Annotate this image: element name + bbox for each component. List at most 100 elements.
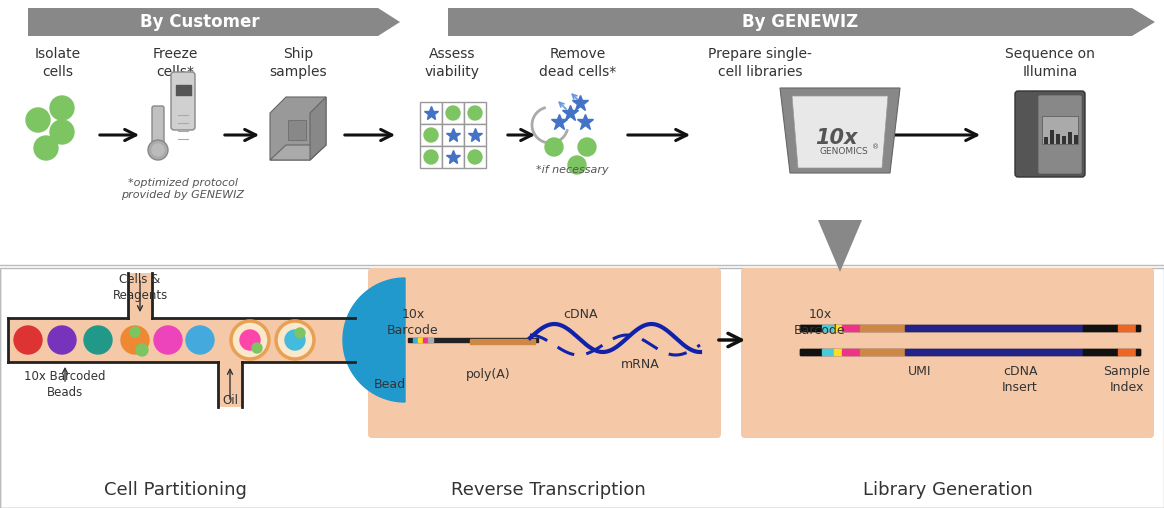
FancyBboxPatch shape — [1038, 95, 1083, 174]
Circle shape — [276, 321, 314, 359]
Bar — [418, 338, 423, 342]
Polygon shape — [28, 8, 400, 36]
Circle shape — [424, 128, 438, 142]
Polygon shape — [780, 88, 900, 173]
Text: 10x Barcoded
Beads: 10x Barcoded Beads — [24, 370, 106, 399]
Text: Remove
dead cells*: Remove dead cells* — [539, 47, 617, 79]
Text: poly(A): poly(A) — [466, 368, 510, 381]
Bar — [1117, 349, 1136, 355]
Bar — [409, 338, 538, 342]
Text: UMI: UMI — [908, 365, 931, 378]
Bar — [464, 124, 487, 146]
FancyBboxPatch shape — [368, 268, 721, 438]
Text: Sample
Index: Sample Index — [1103, 365, 1150, 394]
Circle shape — [446, 106, 460, 120]
Bar — [860, 325, 904, 331]
Bar — [1050, 130, 1053, 144]
Circle shape — [468, 106, 482, 120]
Text: By GENEWIZ: By GENEWIZ — [741, 13, 858, 31]
Circle shape — [50, 96, 74, 120]
Polygon shape — [310, 97, 326, 160]
Text: Bead: Bead — [374, 378, 406, 391]
Bar — [1044, 137, 1048, 144]
Bar — [842, 325, 860, 331]
Circle shape — [285, 330, 305, 350]
Bar — [800, 349, 822, 355]
Circle shape — [251, 343, 262, 353]
Bar — [1074, 135, 1078, 144]
Bar — [1069, 132, 1072, 144]
Circle shape — [50, 120, 74, 144]
Bar — [442, 124, 464, 146]
Bar — [176, 85, 191, 95]
FancyBboxPatch shape — [741, 268, 1154, 438]
Bar — [904, 349, 1083, 355]
FancyBboxPatch shape — [171, 72, 196, 130]
Text: Reverse Transcription: Reverse Transcription — [450, 481, 645, 499]
Bar — [288, 120, 306, 140]
Text: Cells &
Reagents: Cells & Reagents — [113, 273, 168, 302]
Circle shape — [579, 138, 596, 156]
FancyBboxPatch shape — [1015, 91, 1085, 177]
Text: Freeze
cells*: Freeze cells* — [152, 47, 198, 79]
Circle shape — [34, 136, 58, 160]
Circle shape — [130, 327, 140, 337]
Bar — [1083, 349, 1117, 355]
Circle shape — [154, 326, 182, 354]
Bar — [1136, 325, 1140, 331]
Text: 10x: 10x — [815, 128, 857, 148]
Text: ®: ® — [872, 144, 879, 150]
FancyBboxPatch shape — [152, 106, 164, 152]
Bar — [822, 349, 833, 355]
Text: cDNA
Insert: cDNA Insert — [1002, 365, 1038, 394]
Circle shape — [186, 326, 214, 354]
Circle shape — [14, 326, 42, 354]
Text: Library Generation: Library Generation — [864, 481, 1032, 499]
Polygon shape — [792, 96, 888, 168]
Bar — [1136, 349, 1140, 355]
Text: Assess
viability: Assess viability — [425, 47, 480, 79]
Text: *optimized protocol
provided by GENEWIZ: *optimized protocol provided by GENEWIZ — [121, 178, 244, 200]
Text: mRNA: mRNA — [620, 358, 659, 371]
Polygon shape — [343, 278, 405, 402]
Text: 10x
Barcode: 10x Barcode — [794, 308, 846, 337]
Circle shape — [152, 144, 164, 156]
Bar — [1083, 325, 1117, 331]
Bar — [800, 325, 1140, 331]
Polygon shape — [270, 145, 326, 160]
Bar — [420, 146, 442, 168]
Polygon shape — [448, 8, 1155, 36]
Bar — [0, 268, 1164, 508]
Bar — [218, 362, 242, 407]
Bar — [413, 338, 418, 342]
Circle shape — [294, 328, 305, 338]
Text: GENOMICS: GENOMICS — [819, 147, 868, 156]
Bar — [128, 273, 152, 318]
Circle shape — [424, 150, 438, 164]
Bar — [442, 102, 464, 124]
Circle shape — [121, 326, 149, 354]
Bar — [842, 349, 860, 355]
Circle shape — [545, 138, 563, 156]
Bar — [423, 338, 428, 342]
Circle shape — [48, 326, 76, 354]
Text: Prepare single-
cell libraries: Prepare single- cell libraries — [708, 47, 812, 79]
Text: Ship
samples: Ship samples — [269, 47, 327, 79]
Text: 10x
Barcode: 10x Barcode — [388, 308, 439, 337]
Bar — [428, 338, 433, 342]
Text: *if necessary: *if necessary — [535, 165, 609, 175]
Circle shape — [468, 150, 482, 164]
Bar — [1056, 134, 1060, 144]
Text: Isolate
cells: Isolate cells — [35, 47, 81, 79]
Bar — [1042, 116, 1078, 144]
Text: Sequence on
Illumina: Sequence on Illumina — [1005, 47, 1095, 79]
Text: cDNA: cDNA — [562, 308, 597, 321]
Circle shape — [84, 326, 112, 354]
Bar — [464, 146, 487, 168]
Bar — [8, 318, 355, 362]
Bar — [470, 339, 535, 344]
Bar — [833, 349, 842, 355]
Circle shape — [230, 321, 269, 359]
Bar — [822, 325, 833, 331]
Circle shape — [240, 330, 260, 350]
